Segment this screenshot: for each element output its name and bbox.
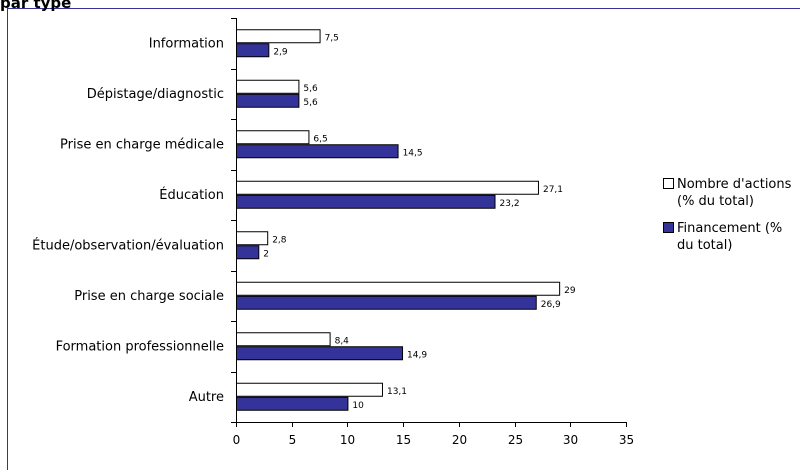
bar-actions bbox=[237, 383, 383, 396]
bar-financement bbox=[237, 44, 269, 57]
data-label-actions: 5,6 bbox=[303, 84, 318, 94]
x-tick-label: 35 bbox=[619, 433, 634, 447]
category-label: Dépistage/diagnostic bbox=[87, 87, 224, 102]
legend-swatch bbox=[664, 223, 674, 233]
bar-actions bbox=[237, 131, 309, 144]
bar-financement bbox=[237, 145, 399, 158]
bar-financement bbox=[237, 195, 496, 208]
data-label-actions: 2,8 bbox=[272, 235, 287, 245]
x-tick-label: 25 bbox=[508, 433, 523, 447]
legend-label: Nombre d'actions bbox=[677, 177, 792, 192]
data-label-actions: 27,1 bbox=[543, 185, 563, 195]
bar-financement bbox=[237, 246, 259, 259]
x-tick-label: 15 bbox=[396, 433, 411, 447]
data-label-actions: 13,1 bbox=[387, 387, 407, 397]
x-tick-label: 20 bbox=[452, 433, 467, 447]
x-tick-label: 0 bbox=[233, 433, 241, 447]
bar-actions bbox=[237, 80, 299, 93]
x-tick-label: 5 bbox=[289, 433, 297, 447]
data-label-financement: 2 bbox=[263, 249, 269, 259]
x-tick-label: 10 bbox=[340, 433, 355, 447]
bar-financement bbox=[237, 296, 537, 309]
bar-financement bbox=[237, 397, 348, 410]
bar-actions bbox=[237, 181, 539, 194]
data-label-financement: 10 bbox=[352, 401, 364, 411]
category-label: Prise en charge médicale bbox=[60, 137, 224, 152]
category-label: Étude/observation/évaluation bbox=[32, 237, 224, 253]
category-label: Prise en charge sociale bbox=[74, 289, 224, 304]
legend-label: du total) bbox=[677, 238, 732, 253]
data-label-financement: 2,9 bbox=[273, 47, 288, 57]
category-label: Information bbox=[149, 36, 224, 51]
bar-actions bbox=[237, 333, 331, 346]
bar-financement bbox=[237, 94, 299, 107]
bar-financement bbox=[237, 347, 403, 360]
bar-actions bbox=[237, 282, 560, 295]
data-label-actions: 6,5 bbox=[313, 134, 327, 144]
x-tick-label: 30 bbox=[563, 433, 578, 447]
category-label: Éducation bbox=[159, 187, 224, 203]
category-label: Formation professionnelle bbox=[56, 339, 224, 354]
data-label-financement: 14,9 bbox=[407, 350, 427, 360]
data-label-financement: 5,6 bbox=[303, 98, 318, 108]
legend-label: (% du total) bbox=[677, 194, 754, 209]
bar-actions bbox=[237, 232, 268, 245]
data-label-actions: 8,4 bbox=[335, 336, 350, 346]
data-label-actions: 29 bbox=[564, 286, 576, 296]
data-label-financement: 23,2 bbox=[500, 199, 520, 209]
category-label: Autre bbox=[189, 390, 224, 405]
data-label-actions: 7,5 bbox=[325, 33, 339, 43]
chart-header-fragment: par type bbox=[0, 0, 71, 12]
legend-label: Financement (% bbox=[677, 221, 782, 236]
legend-swatch bbox=[664, 179, 674, 189]
bar-actions bbox=[237, 30, 321, 43]
data-label-financement: 26,9 bbox=[541, 300, 561, 310]
data-label-financement: 14,5 bbox=[403, 148, 423, 158]
